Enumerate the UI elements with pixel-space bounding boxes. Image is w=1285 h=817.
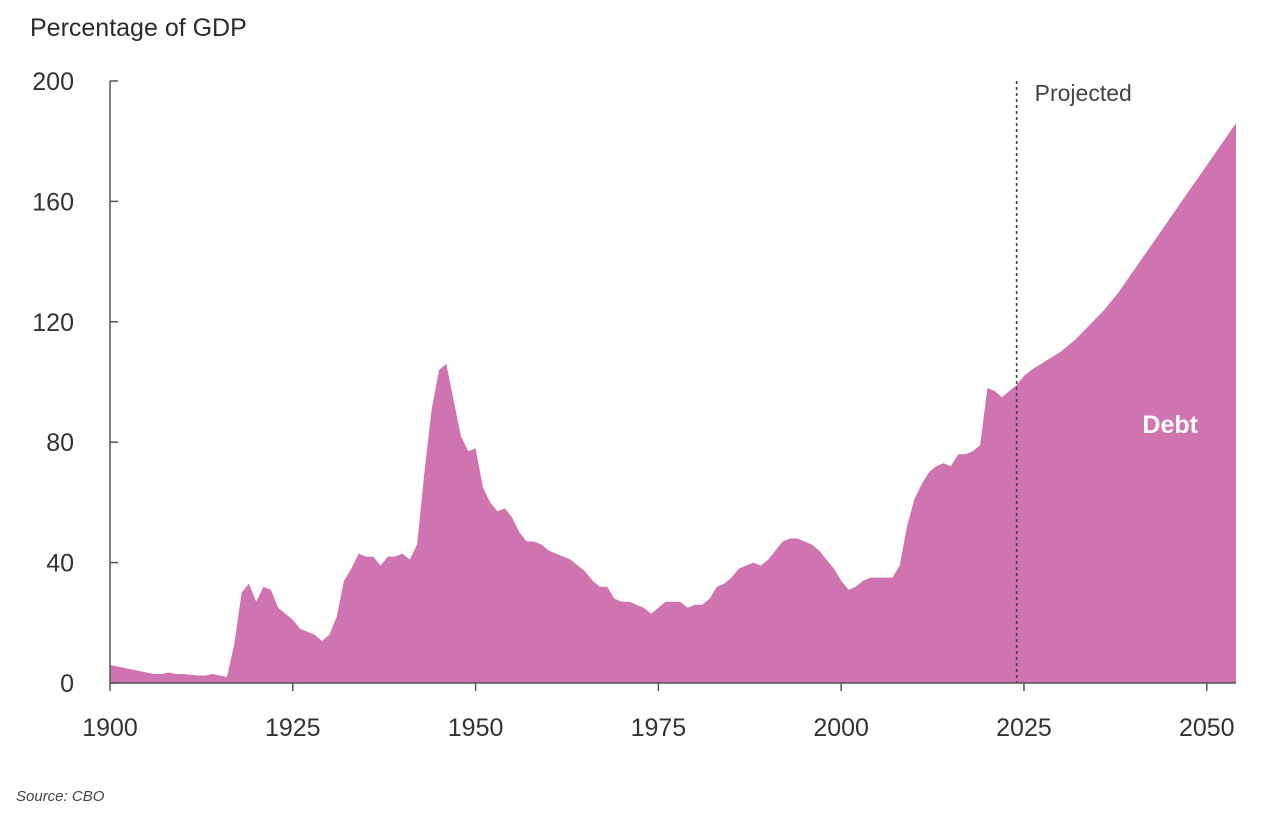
y-tick-label: 80 <box>46 429 74 457</box>
y-tick-label: 200 <box>32 68 74 96</box>
y-tick-label: 0 <box>60 670 74 698</box>
x-tick-label: 2050 <box>1179 714 1235 742</box>
y-axis-title: Percentage of GDP <box>30 14 247 42</box>
x-tick-label: 1975 <box>631 714 687 742</box>
label-layer: Debt <box>1142 411 1198 439</box>
area-layer <box>110 123 1236 684</box>
projection-label: Projected <box>1035 80 1132 106</box>
y-tick-label: 120 <box>32 309 74 337</box>
source-note: Source: CBO <box>16 788 105 805</box>
series-label-debt: Debt <box>1142 411 1198 439</box>
y-tick-label: 160 <box>32 188 74 216</box>
debt-area <box>110 123 1236 684</box>
x-tick-label: 1900 <box>82 714 138 742</box>
x-tick-label: 1925 <box>265 714 321 742</box>
x-tick-label: 2000 <box>813 714 869 742</box>
x-tick-label: 2025 <box>996 714 1052 742</box>
x-tick-label: 1950 <box>448 714 504 742</box>
axis-layer: 0 40 80 120 160 200 1900 1925 1950 1975 2000 2025 20… <box>32 68 1236 742</box>
projection-layer: Projected <box>1015 80 1132 683</box>
y-tick-label: 40 <box>46 550 74 578</box>
